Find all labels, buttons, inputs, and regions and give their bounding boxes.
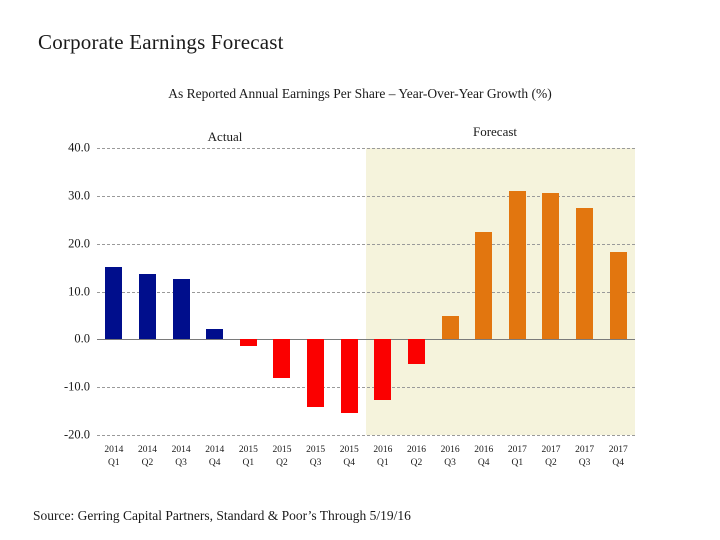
source-note: Source: Gerring Capital Partners, Standa… (33, 508, 411, 523)
gridline (97, 291, 635, 293)
x-tick-quarter: Q2 (545, 457, 557, 468)
x-tick-quarter: Q1 (377, 457, 389, 468)
bar-2014-q2 (138, 274, 156, 340)
y-tick-label: 0.0 (74, 331, 90, 346)
x-tick-label: 2016 Q4 (464, 444, 504, 469)
bar-2017-q1 (508, 191, 526, 340)
x-tick-label: 2014 Q1 (94, 444, 134, 469)
gridline (97, 148, 635, 149)
bar-2016-q2 (407, 339, 425, 365)
x-tick-year: 2016 (406, 445, 426, 455)
x-tick-quarter: Q3 (578, 457, 591, 468)
x-tick-quarter: Q4 (208, 457, 221, 468)
x-tick-year: 2015 (238, 445, 258, 455)
y-tick-label: 40.0 (68, 140, 90, 155)
x-tick-quarter: Q3 (309, 457, 322, 468)
y-tick-label: 20.0 (68, 236, 90, 251)
x-tick-year: 2017 (608, 445, 628, 455)
y-tick-label: -10.0 (63, 379, 90, 394)
x-tick-label: 2017 Q4 (598, 444, 638, 469)
x-tick-quarter: Q1 (108, 457, 120, 468)
y-tick-label: 30.0 (68, 188, 90, 203)
x-tick-quarter: Q4 (477, 457, 490, 468)
bar-2016-q3 (441, 316, 459, 340)
x-tick-label: 2017 Q2 (531, 444, 571, 469)
x-tick-label: 2017 Q1 (497, 444, 537, 469)
gridline (97, 243, 635, 245)
bar-2014-q3 (172, 279, 190, 340)
actual-region-label: Actual (207, 129, 243, 144)
bar-2016-q1 (374, 339, 392, 400)
x-tick-label: 2014 Q2 (127, 444, 167, 469)
x-tick-label: 2016 Q2 (396, 444, 436, 469)
bar-2016-q4 (475, 231, 493, 340)
x-tick-year: 2014 (104, 445, 124, 455)
page-title: Corporate Earnings Forecast (38, 30, 284, 54)
x-tick-year: 2014 (171, 445, 191, 455)
zero-axis-line (97, 339, 635, 341)
bar-2015-q1 (239, 339, 257, 347)
x-tick-label: 2014 Q3 (161, 444, 201, 469)
bar-2014-q1 (105, 266, 123, 340)
x-tick-label: 2015 Q2 (262, 444, 302, 469)
y-tick-label: 10.0 (68, 284, 90, 298)
x-tick-quarter: Q2 (276, 457, 288, 468)
x-tick-label: 2014 Q4 (195, 444, 235, 469)
x-tick-quarter: Q2 (141, 457, 154, 468)
x-tick-year: 2017 (507, 445, 527, 455)
bar-2017-q4 (609, 252, 627, 340)
x-tick-year: 2016 (474, 445, 494, 455)
gridline (97, 435, 635, 436)
x-tick-year: 2015 (339, 445, 359, 455)
x-tick-label: 2015 Q3 (296, 444, 336, 469)
x-tick-year: 2017 (575, 445, 595, 455)
x-tick-label: 2015 Q1 (228, 444, 268, 469)
x-tick-year: 2017 (541, 445, 561, 455)
bar-2014-q4 (206, 328, 224, 340)
forecast-region-label: Forecast (472, 124, 518, 139)
x-tick-quarter: Q2 (410, 457, 423, 468)
y-axis: 40.0 30.0 20.0 10.0 0.0 -10.0 -20.0 (20, 141, 90, 442)
x-tick-year: 2014 (205, 445, 225, 455)
x-tick-year: 2015 (306, 445, 326, 455)
x-tick-quarter: Q3 (444, 457, 456, 468)
x-tick-year: 2016 (440, 445, 460, 455)
x-tick-label: 2016 Q3 (430, 444, 470, 469)
bar-2017-q2 (542, 193, 560, 340)
x-tick-label: 2015 Q4 (329, 444, 369, 469)
x-tick-quarter: Q4 (343, 457, 355, 468)
bar-2015-q4 (340, 339, 358, 413)
x-tick-quarter: Q4 (612, 457, 624, 468)
chart-subtitle: As Reported Annual Earnings Per Share – … (168, 86, 552, 101)
y-tick-label: -20.0 (63, 427, 90, 442)
x-tick-year: 2016 (373, 445, 393, 455)
bar-2015-q3 (307, 339, 325, 408)
x-tick-quarter: Q3 (175, 457, 187, 468)
x-tick-quarter: Q1 (242, 457, 255, 468)
gridline (97, 195, 635, 197)
bar-2015-q2 (273, 339, 291, 378)
gridline (97, 387, 635, 389)
x-tick-label: 2017 Q3 (565, 444, 605, 469)
plot-area (97, 148, 635, 436)
bar-2017-q3 (576, 207, 594, 340)
x-tick-year: 2014 (137, 445, 157, 455)
x-tick-label: 2016 Q1 (363, 444, 403, 469)
x-axis: 2014 Q1 2014 Q2 2014 Q3 2014 Q4 2015 Q1 2015 Q2 2015… (97, 444, 635, 486)
x-tick-quarter: Q1 (511, 457, 524, 468)
x-tick-year: 2015 (272, 445, 292, 455)
